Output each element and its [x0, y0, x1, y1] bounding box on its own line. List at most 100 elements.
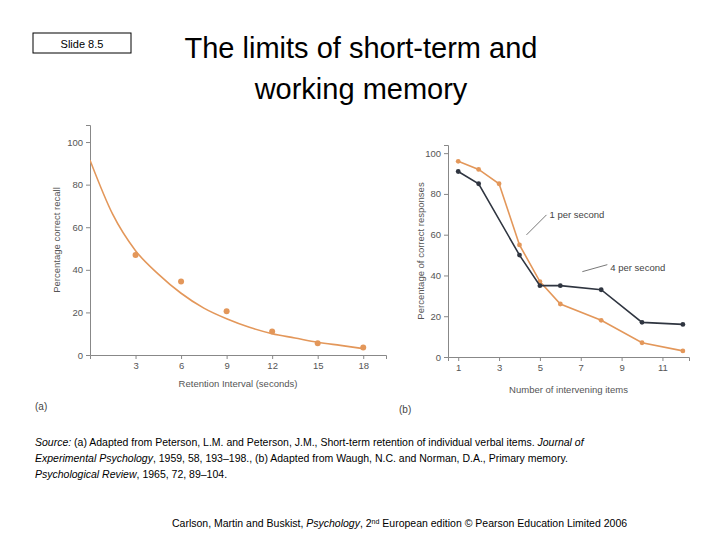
point: [599, 318, 604, 323]
tick: 100: [425, 148, 448, 159]
leader-line: [526, 215, 546, 235]
tick-mark: [86, 142, 90, 143]
tick-mark: [581, 357, 582, 361]
x-axis: 1 3 5 7 9 11: [449, 357, 690, 373]
tick-label: 11: [658, 362, 668, 373]
point: [517, 242, 522, 247]
tick-label: 60: [430, 229, 441, 240]
series: [90, 160, 363, 348]
point: [640, 320, 645, 325]
point: [680, 348, 685, 353]
slide-label: Slide 8.5: [61, 38, 104, 50]
tick-label: 20: [72, 307, 83, 318]
series-label: 4 per second: [610, 262, 665, 273]
tick-mark: [86, 312, 90, 313]
tick: 18: [358, 355, 369, 371]
source-text: Experimental Psychology: [35, 452, 154, 464]
y-axis: 0 20 40 60 80 100: [425, 146, 448, 363]
source-text: Journal of: [536, 436, 584, 448]
line: [458, 172, 683, 325]
tick-mark: [458, 357, 459, 361]
tick-label: 60: [72, 222, 83, 233]
x-axis-title: Retention Interval (seconds): [179, 378, 298, 389]
tick-label: 6: [179, 360, 184, 371]
point: [640, 340, 645, 345]
point: [538, 283, 543, 288]
tick-label: 12: [267, 360, 278, 371]
y-axis-title: Percentage of correct responses: [415, 182, 426, 320]
tick: 40: [72, 264, 90, 275]
axis-line: [86, 126, 91, 356]
tick-label: 1: [456, 362, 461, 373]
source-line: Source: (a) Adapted from Peterson, L.M. …: [35, 436, 585, 448]
series: [456, 169, 685, 327]
y-axis: 0 20 40 60 80 100: [67, 126, 90, 361]
source-text: (a) Adapted from Peterson, L.M. and Pete…: [71, 436, 537, 448]
tick: 7: [579, 357, 584, 373]
tick-label: 3: [133, 360, 138, 371]
line: [90, 160, 363, 348]
axis-line: [91, 356, 387, 360]
x-axis: 3 6 9 12 15 18: [91, 355, 387, 371]
tick-label: 40: [430, 270, 441, 281]
tick: 40: [430, 270, 448, 281]
axis-line: [449, 358, 690, 362]
tick: 60: [430, 229, 448, 240]
tick: 0: [436, 352, 448, 363]
axis-line: [444, 146, 449, 358]
tick-mark: [622, 357, 623, 361]
tick-label: 80: [430, 188, 441, 199]
tick-mark: [86, 355, 90, 356]
tick-label: 40: [72, 264, 83, 275]
slide-label-box: [33, 33, 131, 53]
tick: 15: [313, 355, 324, 371]
source-line: Experimental Psychology, 1959, 58, 193–1…: [35, 452, 568, 464]
point: [178, 279, 184, 285]
tick-label: 0: [78, 350, 83, 361]
tick-label: 9: [619, 362, 624, 373]
tick-label: 5: [538, 362, 543, 373]
tick: 60: [72, 222, 90, 233]
footer: Carlson, Martin and Buskist, Psychology,…: [172, 517, 627, 529]
chart: 1 3 5 7 9 11 0 20 40 60 80 100 Number of intervening…: [399, 146, 690, 416]
point: [476, 181, 481, 186]
tick: 3: [133, 355, 138, 371]
tick: 9: [224, 355, 229, 371]
panel-label: (b): [399, 404, 411, 415]
source-text: Psychological Review: [35, 468, 138, 480]
source-line: Psychological Review, 1965, 72, 89–104.: [35, 468, 227, 480]
series: [456, 159, 685, 353]
tick: 3: [497, 357, 502, 373]
slide-title: The limits of short-term and: [185, 32, 538, 64]
plot-area: [90, 160, 366, 350]
tick-label: 100: [425, 148, 441, 159]
tick-mark: [444, 235, 448, 236]
tick: 5: [538, 357, 543, 373]
tick-mark: [444, 153, 448, 154]
point: [599, 287, 604, 292]
point: [224, 308, 230, 314]
tick-mark: [363, 355, 364, 359]
source-text: , 1959, 58, 193–198., (b) Adapted from W…: [153, 452, 568, 464]
tick: 6: [179, 355, 184, 371]
tick: 20: [430, 311, 448, 322]
tick-mark: [540, 357, 541, 361]
tick-label: 18: [358, 360, 369, 371]
tick-label: 0: [436, 352, 441, 363]
point: [476, 167, 481, 172]
tick: 0: [78, 350, 90, 361]
x-axis-title: Number of intervening items: [509, 384, 628, 395]
tick-mark: [181, 355, 182, 359]
footer-text: European edition © Pearson Education Lim…: [379, 517, 627, 529]
tick-label: 100: [67, 137, 83, 148]
tick: 20: [72, 307, 90, 318]
tick-mark: [318, 355, 319, 359]
tick-mark: [662, 357, 663, 361]
tick-label: 80: [72, 179, 83, 190]
tick: 100: [67, 137, 90, 148]
tick-label: 3: [497, 362, 502, 373]
plot-area: [456, 159, 685, 353]
tick-label: 20: [430, 311, 441, 322]
tick-mark: [444, 316, 448, 317]
tick: 80: [72, 179, 90, 190]
